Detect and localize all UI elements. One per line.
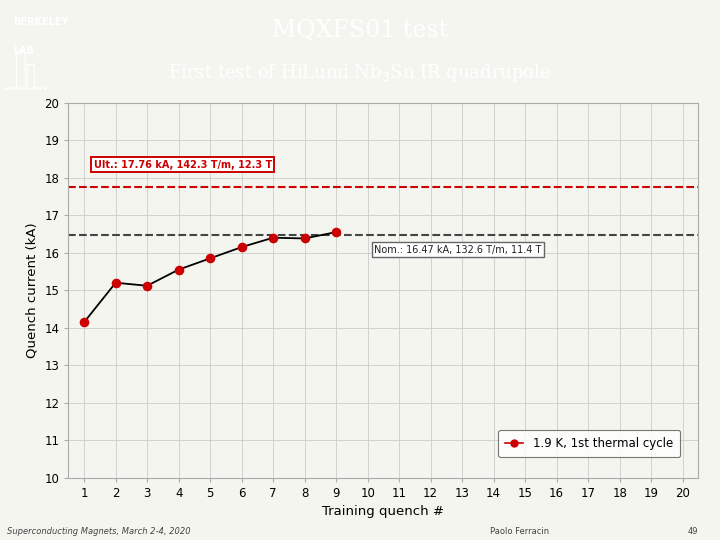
Point xyxy=(173,265,184,274)
Point xyxy=(267,233,279,242)
Text: 49: 49 xyxy=(688,526,698,536)
Text: First test of HiLumi Nb$_3$Sn IR quadrupole: First test of HiLumi Nb$_3$Sn IR quadrup… xyxy=(168,63,552,84)
Point xyxy=(330,228,342,237)
Text: Nom.: 16.47 kA, 132.6 T/m, 11.4 T: Nom.: 16.47 kA, 132.6 T/m, 11.4 T xyxy=(374,245,541,255)
Text: MQXFS01 test: MQXFS01 test xyxy=(272,18,448,42)
Text: BERKELEY: BERKELEY xyxy=(13,17,68,26)
Point xyxy=(110,279,122,287)
Point xyxy=(204,254,216,262)
Point xyxy=(236,243,248,252)
Text: Superconducting Magnets, March 2-4, 2020: Superconducting Magnets, March 2-4, 2020 xyxy=(7,526,191,536)
Text: LAB: LAB xyxy=(13,46,34,56)
Point xyxy=(78,318,90,327)
X-axis label: Training quench #: Training quench # xyxy=(323,505,444,518)
Y-axis label: Quench current (kA): Quench current (kA) xyxy=(26,222,39,358)
Point xyxy=(299,234,310,243)
Text: Paolo Ferracin: Paolo Ferracin xyxy=(490,526,549,536)
Text: Ult.: 17.76 kA, 142.3 T/m, 12.3 T: Ult.: 17.76 kA, 142.3 T/m, 12.3 T xyxy=(94,159,272,170)
Point xyxy=(141,281,153,290)
Legend: 1.9 K, 1st thermal cycle: 1.9 K, 1st thermal cycle xyxy=(498,430,680,457)
